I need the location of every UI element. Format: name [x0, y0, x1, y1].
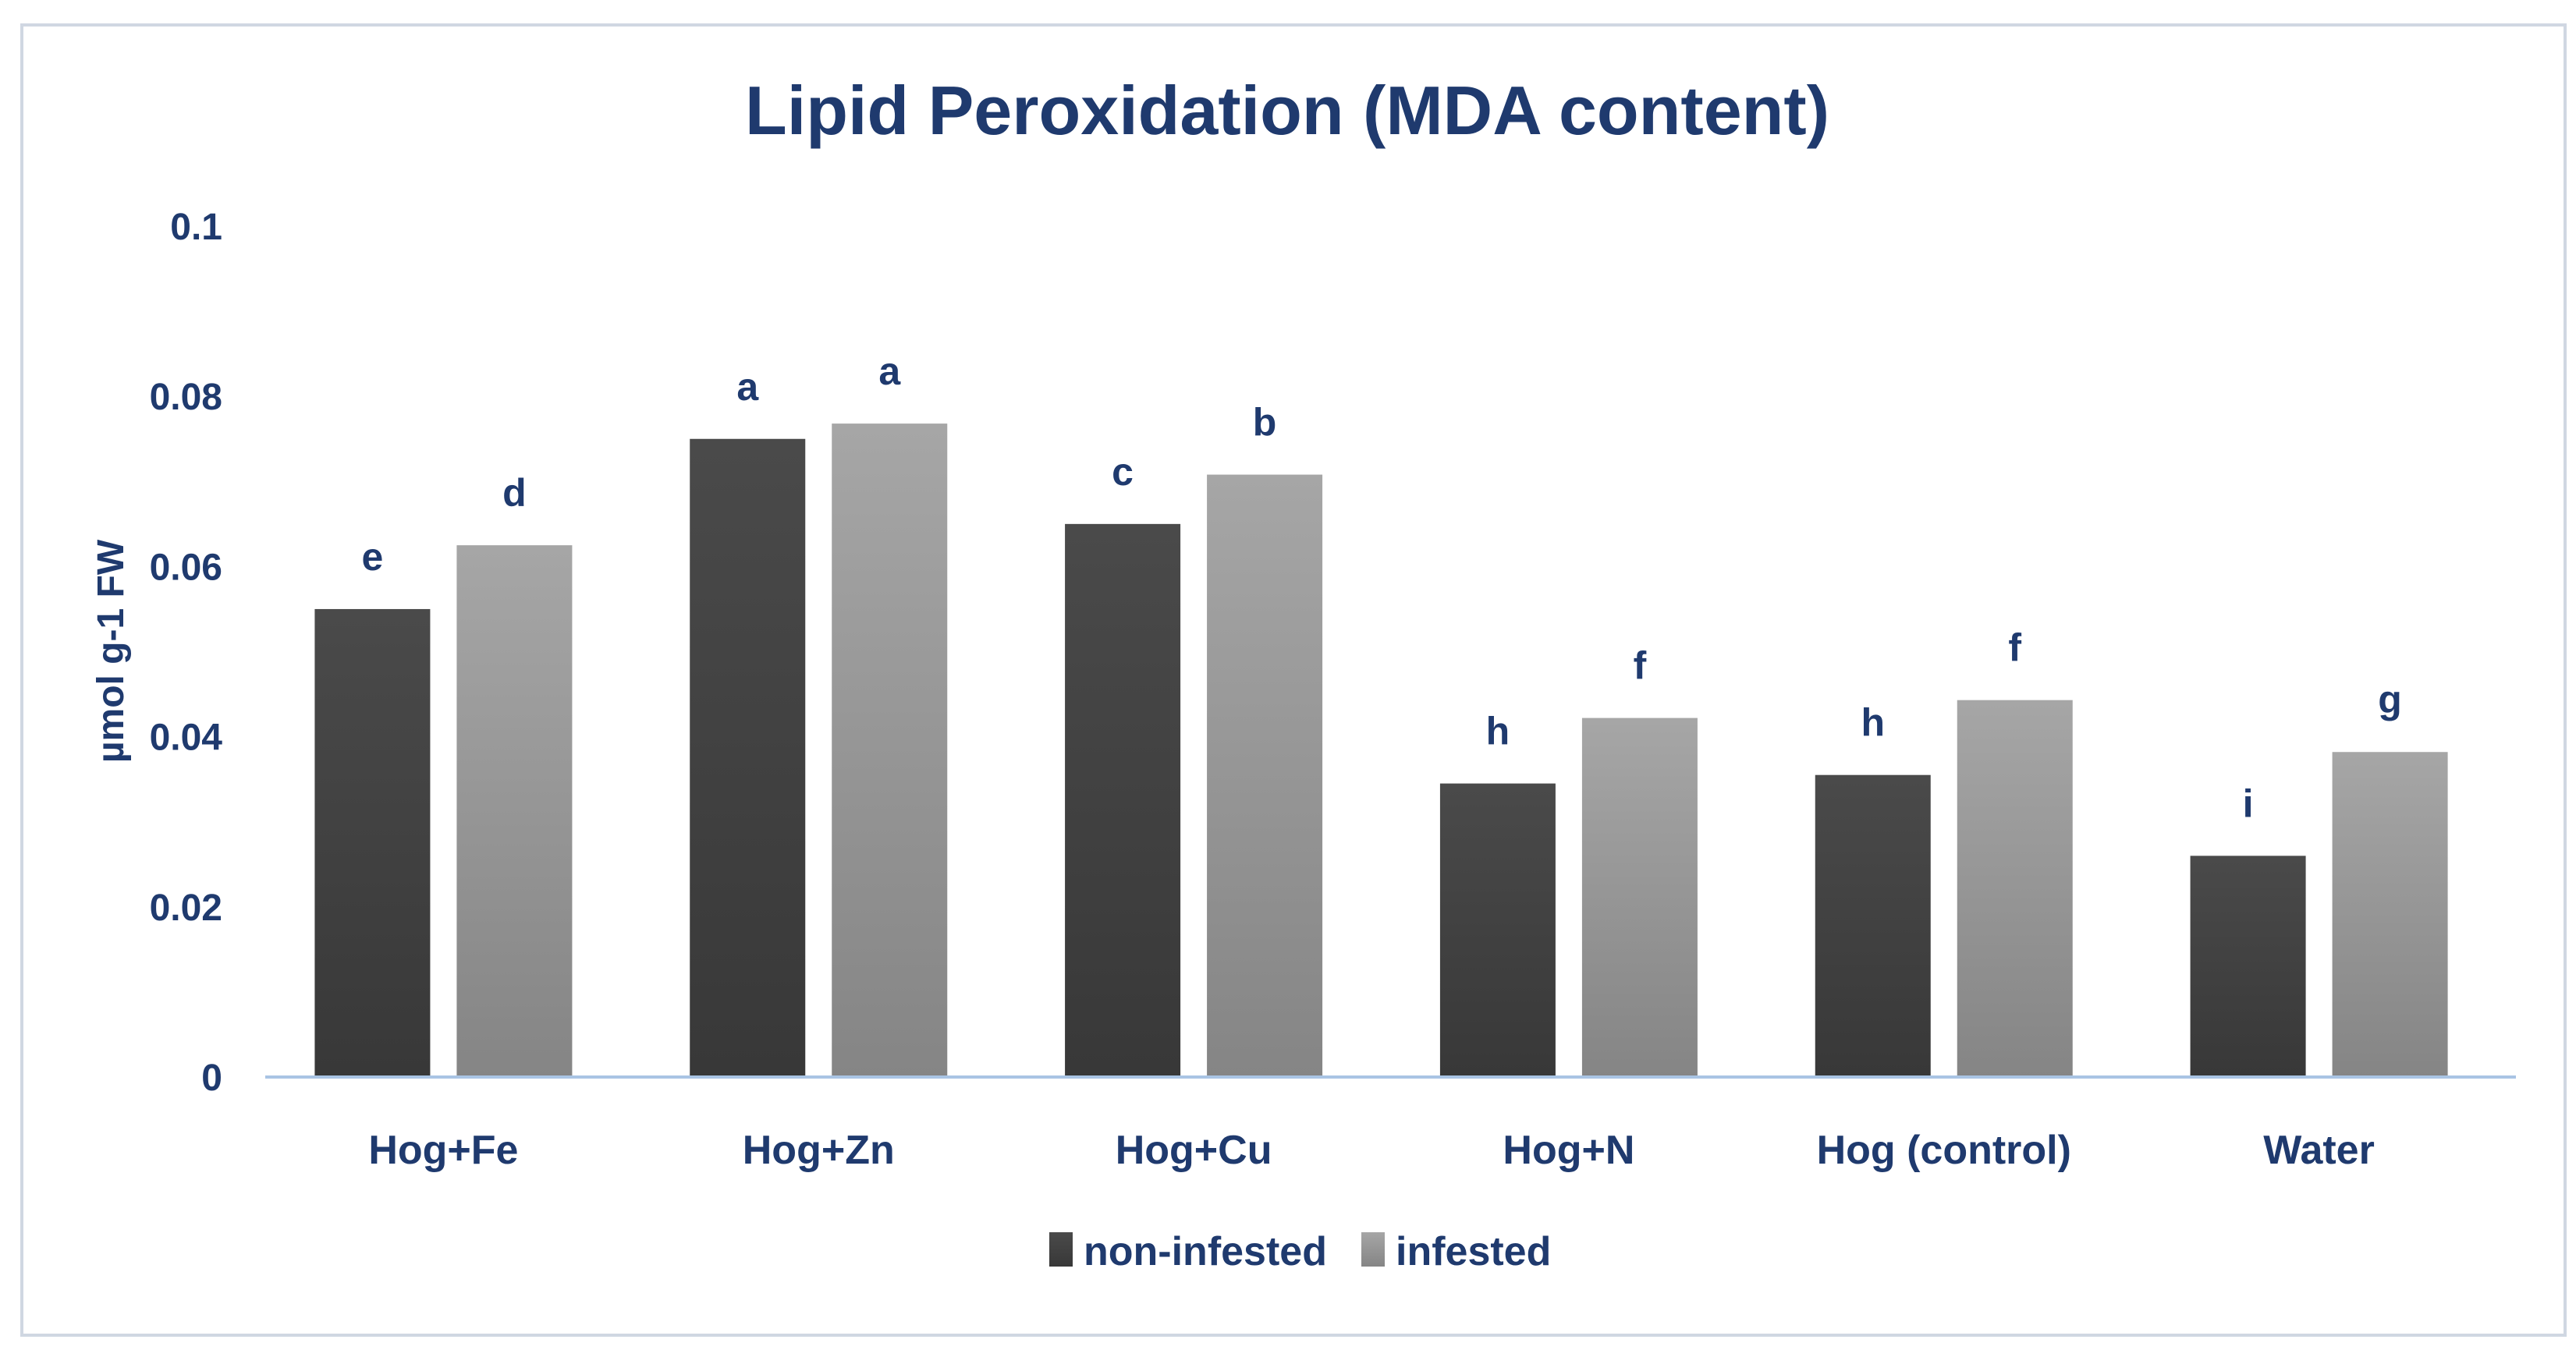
bar-significance-label: a — [878, 349, 901, 393]
bar-non-infested — [314, 608, 431, 1077]
y-tick-label: 0.08 — [150, 377, 222, 418]
y-axis-label: µmol g-1 FW — [90, 539, 132, 763]
y-tick-label: 0.04 — [150, 718, 223, 759]
bar-significance-label: e — [362, 535, 384, 579]
bar-non-infested — [1439, 783, 1556, 1077]
bar-infested — [2332, 752, 2448, 1077]
legend-swatch-non-infested — [1049, 1232, 1073, 1267]
bar-non-infested — [1065, 523, 1181, 1077]
bars — [314, 423, 2448, 1077]
bar-significance-label: h — [1861, 701, 1885, 745]
y-tick-label: 0.06 — [150, 547, 222, 588]
x-tick-label: Hog+Zn — [743, 1128, 895, 1173]
bar-significance-label: d — [502, 471, 527, 515]
bar-significance-label: h — [1486, 710, 1510, 753]
bar-infested — [1581, 718, 1698, 1077]
y-tick-label: 0.1 — [170, 207, 222, 248]
bar-infested — [832, 423, 948, 1077]
bar-infested — [456, 545, 573, 1077]
bar-non-infested — [2190, 856, 2306, 1077]
x-ticks: Hog+Fe Hog+Zn Hog+Cu Hog+N Hog (control) Wate… — [368, 1128, 2375, 1173]
bar-significance-label: f — [2008, 626, 2021, 670]
bar-non-infested — [1815, 774, 1931, 1077]
chart-title: Lipid Peroxidation (MDA content) — [745, 72, 1829, 149]
legend-label: infested — [1396, 1229, 1551, 1274]
x-tick-label: Water — [2263, 1128, 2375, 1173]
bar-significance-label: f — [1634, 644, 1647, 688]
bar-infested — [1957, 700, 2073, 1077]
bar-non-infested — [690, 438, 806, 1077]
x-tick-label: Hog+Cu — [1116, 1128, 1272, 1173]
x-tick-label: Hog+N — [1503, 1128, 1634, 1173]
x-tick-label: Hog+Fe — [368, 1128, 518, 1173]
y-tick-label: 0.02 — [150, 888, 222, 929]
bar-significance-label: c — [1112, 450, 1134, 494]
y-ticks: 0 0.02 0.04 0.06 0.08 0.1 — [150, 207, 223, 1099]
bar-significance-label: a — [736, 365, 759, 409]
bar-significance-label: b — [1253, 401, 1277, 445]
bar-significance-label: g — [2378, 678, 2402, 721]
x-tick-label: Hog (control) — [1817, 1128, 2071, 1173]
legend: non-infested infested — [1049, 1229, 1551, 1274]
bar-labels: e d a a c b h f h f i g — [362, 349, 2402, 825]
legend-label: non-infested — [1084, 1229, 1327, 1274]
y-tick-label: 0 — [201, 1058, 222, 1099]
bar-infested — [1207, 474, 1323, 1077]
bar-significance-label: i — [2243, 781, 2254, 825]
legend-swatch-infested — [1361, 1232, 1385, 1267]
